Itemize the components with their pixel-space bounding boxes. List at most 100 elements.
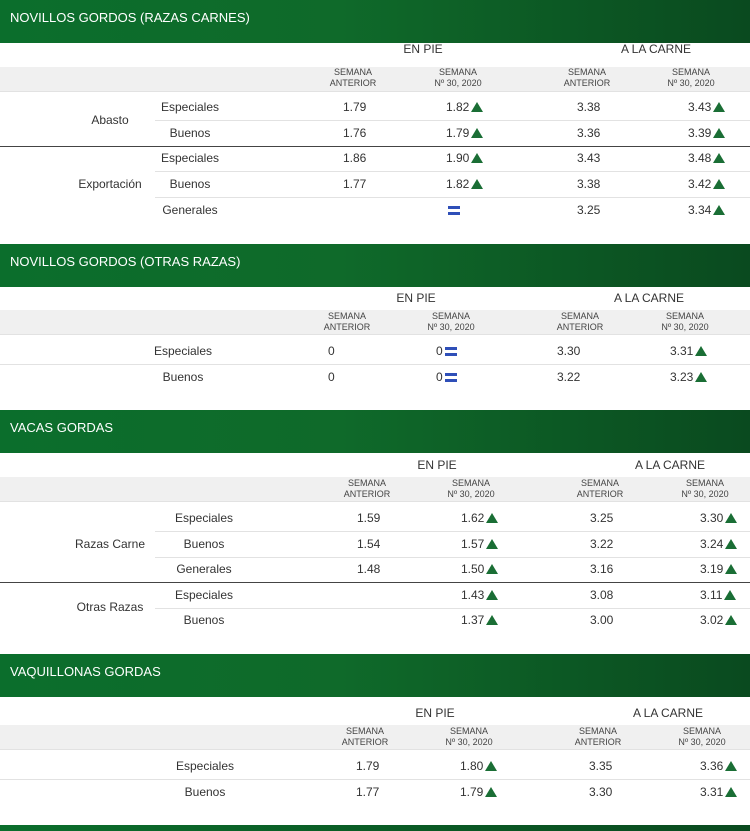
triangle-up-icon [471, 102, 484, 112]
pie-actual-value: 1.82 [446, 177, 484, 191]
carne-actual-value: 3.19 [700, 562, 738, 576]
carne-actual-value: 3.23 [670, 370, 708, 384]
group-label: Razas Carne [74, 537, 146, 551]
row-divider [155, 197, 750, 198]
carne-anterior-value: 3.38 [577, 100, 601, 114]
sub-line-1: SEMANA [347, 478, 386, 488]
carne-anterior-value: 3.16 [590, 562, 614, 576]
carne-actual-value: 3.48 [688, 151, 726, 165]
carne-actual-number: 3.39 [688, 126, 712, 140]
sub-line-2: ANTERIOR [329, 78, 377, 88]
pie-anterior-value: 0 [328, 344, 335, 358]
carne-anterior-value: 3.25 [577, 203, 601, 217]
triangle-up-icon [713, 205, 726, 215]
group-label: Abasto [91, 113, 129, 127]
pie-semana-actual-header: SEMANA Nº 30, 2020 [429, 726, 509, 748]
pie-actual-value: 1.43 [461, 588, 499, 602]
carne-actual-value: 3.02 [700, 613, 738, 627]
pie-semana-anterior-header: SEMANA ANTERIOR [313, 67, 393, 89]
pie-actual-number: 1.43 [461, 588, 485, 602]
a-la-carne-header: A LA CARNE [620, 42, 692, 56]
carne-semana-anterior-header: SEMANA ANTERIOR [560, 478, 640, 500]
triangle-up-icon [485, 787, 498, 797]
sub-line-1: SEMANA [560, 311, 599, 321]
carne-anterior-value: 3.38 [577, 177, 601, 191]
triangle-up-icon [695, 346, 708, 356]
carne-actual-value: 3.24 [700, 537, 738, 551]
carne-actual-number: 3.42 [688, 177, 712, 191]
pie-anterior-value: 1.77 [356, 785, 380, 799]
triangle-up-icon [724, 590, 737, 600]
triangle-up-icon [486, 539, 499, 549]
pie-actual-value [446, 203, 460, 217]
pie-actual-value: 1.50 [461, 562, 499, 576]
pie-anterior-value: 1.48 [357, 562, 381, 576]
pie-semana-anterior-header: SEMANA ANTERIOR [325, 726, 405, 748]
sub-line-2: Nº 30, 2020 [434, 78, 482, 88]
subheader-band [0, 725, 750, 749]
row-divider [0, 779, 750, 780]
pie-semana-actual-header: SEMANA Nº 30, 2020 [418, 67, 498, 89]
triangle-up-icon [713, 128, 726, 138]
carne-actual-value: 3.31 [670, 344, 708, 358]
pie-actual-value: 1.37 [461, 613, 499, 627]
sub-line-1: SEMANA [580, 478, 619, 488]
carne-actual-value: 3.11 [700, 588, 737, 602]
row-label: Buenos [183, 613, 225, 627]
row-divider [155, 531, 750, 532]
sub-line-2: ANTERIOR [343, 489, 391, 499]
carne-semana-anterior-header: SEMANA ANTERIOR [558, 726, 638, 748]
carne-semana-actual-header: SEMANA Nº 30, 2020 [651, 67, 731, 89]
row-label: Generales [162, 203, 218, 217]
triangle-up-icon [471, 153, 484, 163]
group-label: Exportación [78, 177, 142, 191]
sub-line-2: Nº 30, 2020 [427, 322, 475, 332]
triangle-up-icon [471, 179, 484, 189]
carne-semana-anterior-header: SEMANA ANTERIOR [540, 311, 620, 333]
group-separator [0, 582, 750, 583]
row-divider [155, 171, 750, 172]
pie-anterior-value: 0 [328, 370, 335, 384]
row-label: Especiales [160, 100, 220, 114]
equal-icon [444, 373, 457, 382]
section-header: VACAS GORDAS [0, 410, 750, 453]
carne-actual-number: 3.02 [700, 613, 724, 627]
sub-line-2: Nº 30, 2020 [667, 78, 715, 88]
a-la-carne-header: A LA CARNE [632, 706, 704, 720]
sub-line-2: ANTERIOR [574, 737, 622, 747]
row-label: Buenos [169, 177, 211, 191]
sub-line-1: SEMANA [578, 726, 617, 736]
pie-actual-value: 1.57 [461, 537, 499, 551]
row-label: Buenos [162, 370, 204, 384]
en-pie-header: EN PIE [403, 42, 443, 56]
carne-actual-number: 3.11 [700, 588, 723, 602]
carne-actual-number: 3.19 [700, 562, 724, 576]
row-divider [0, 364, 750, 365]
sub-line-1: SEMANA [345, 726, 384, 736]
next-section-header-edge [0, 825, 750, 831]
row-label: Buenos [184, 785, 226, 799]
pie-actual-number: 1.79 [446, 126, 470, 140]
pie-anterior-value: 1.54 [357, 537, 381, 551]
triangle-up-icon [486, 615, 499, 625]
group-label: Otras Razas [76, 600, 144, 614]
row-label: Generales [176, 562, 232, 576]
carne-actual-number: 3.48 [688, 151, 712, 165]
carne-actual-value: 3.34 [688, 203, 726, 217]
carne-actual-number: 3.31 [670, 344, 694, 358]
sub-line-2: ANTERIOR [563, 78, 611, 88]
en-pie-header: EN PIE [417, 458, 457, 472]
equal-icon [444, 347, 457, 356]
row-label: Buenos [183, 537, 225, 551]
triangle-up-icon [725, 787, 738, 797]
row-label: Especiales [160, 151, 220, 165]
carne-anterior-value: 3.25 [590, 511, 614, 525]
triangle-up-icon [471, 128, 484, 138]
subheader-band [0, 477, 750, 501]
carne-actual-number: 3.30 [700, 511, 724, 525]
pie-anterior-value: 1.77 [343, 177, 367, 191]
pie-actual-number: 1.57 [461, 537, 485, 551]
sub-line-1: SEMANA [665, 311, 704, 321]
pie-actual-number: 1.82 [446, 177, 470, 191]
pie-actual-number: 1.37 [461, 613, 485, 627]
